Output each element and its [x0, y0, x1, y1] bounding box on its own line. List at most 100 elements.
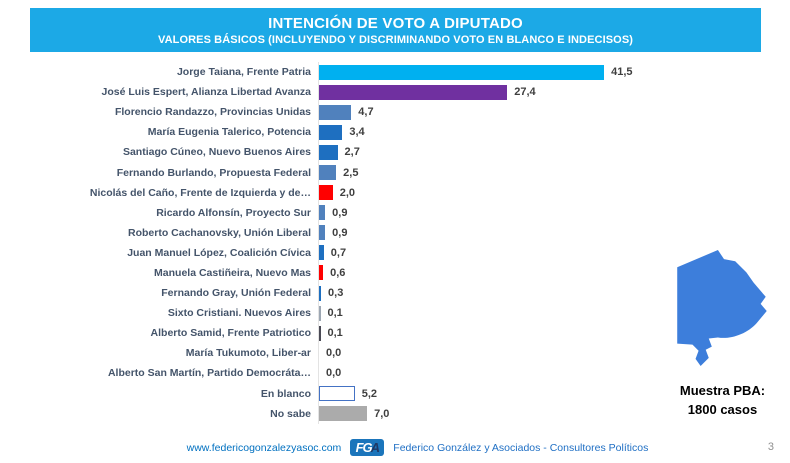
bar-track: 0,1: [318, 303, 343, 324]
bar-category-label: Fernando Gray, Unión Federal: [161, 287, 311, 300]
bar-category-label: Juan Manuel López, Coalición Cívica: [127, 246, 311, 259]
bar-category-label: Roberto Cachanovsky, Unión Liberal: [127, 226, 311, 239]
bar-category-label: En blanco: [260, 387, 311, 400]
bar-track: 0,9: [318, 222, 347, 243]
bar: [319, 245, 324, 261]
chart-row: No sabe 7,0: [0, 403, 660, 424]
chart-title-banner: INTENCIÓN DE VOTO A DIPUTADO VALORES BÁS…: [30, 8, 761, 52]
bar: [319, 124, 343, 140]
bar-value-label: 0,3: [328, 287, 344, 300]
page-title: INTENCIÓN DE VOTO A DIPUTADO: [268, 14, 523, 32]
page-subtitle: VALORES BÁSICOS (INCLUYENDO Y DISCRIMINA…: [157, 33, 634, 46]
fga-logo: FG A: [350, 439, 385, 456]
bar-category-label: Florencio Randazzo, Provincias Unidas: [114, 106, 311, 119]
footer-url-link[interactable]: www.federicogonzalezyasoc.com: [186, 441, 342, 454]
chart-row: María Eugenia Talerico, Potencia 3,4: [0, 122, 660, 143]
bar-value-label: 41,5: [611, 66, 633, 79]
bar-track: 4,7: [318, 102, 374, 123]
bar-value-label: 7,0: [374, 407, 390, 420]
buenos-aires-map-shape: [676, 250, 767, 366]
chart-row: Florencio Randazzo, Provincias Unidas 4,7: [0, 102, 660, 123]
buenos-aires-map: [676, 250, 767, 366]
chart-row: Fernando Gray, Unión Federal 0,3: [0, 283, 660, 304]
chart-row: En blanco 5,2: [0, 383, 660, 404]
bar-value-label: 3,4: [349, 126, 365, 139]
bar-category-label: Alberto Samid, Frente Patriotico: [150, 327, 311, 340]
bar: [319, 205, 326, 221]
bar-value-label: 0,0: [326, 367, 342, 380]
chart-row: Juan Manuel López, Coalición Cívica 0,7: [0, 242, 660, 263]
bar-track: 0,0: [318, 363, 342, 384]
bar-track: 0,7: [318, 242, 347, 263]
bar-track: 41,5: [318, 62, 633, 83]
chart-row: Manuela Castiñeira, Nuevo Mas 0,6: [0, 262, 660, 284]
fga-logo-a: A: [370, 440, 380, 455]
bar: [319, 325, 321, 341]
chart-row: Nicolás del Caño, Frente de Izquierda y …: [0, 182, 660, 203]
bar-value-label: 2,7: [344, 146, 360, 159]
bar: [319, 406, 368, 422]
bar-track: 0,0: [318, 343, 342, 364]
bar: [319, 185, 333, 201]
bar-chart: Jorge Taiana, Frente Patria 41,5 José Luis…: [0, 62, 660, 424]
chart-row: Santiago Cúneo, Nuevo Buenos Aires 2,7: [0, 142, 660, 163]
bar-value-label: 5,2: [361, 387, 378, 400]
footer: www.federicogonzalezyasoc.com FG A Federi…: [0, 439, 790, 456]
bar-category-label: Jorge Taiana, Frente Patria: [176, 66, 311, 79]
bar-value-label: 0,1: [327, 327, 343, 340]
bar-category-label: María Eugenia Talerico, Potencia: [147, 126, 311, 139]
bar-category-label: Ricardo Alfonsín, Proyecto Sur: [156, 206, 311, 219]
bar-category-label: Fernando Burlando, Propuesta Federal: [116, 166, 311, 179]
bar: [319, 84, 508, 100]
bar-category-label: No sabe: [270, 407, 311, 420]
bar-track: 0,6: [318, 262, 346, 284]
bar-value-label: 0,6: [330, 266, 346, 279]
bar-value-label: 0,7: [330, 246, 347, 259]
bar-track: 3,4: [318, 122, 365, 143]
chart-row: Alberto Samid, Frente Patriotico 0,1: [0, 323, 660, 344]
sample-note: Muestra PBA: 1800 casos: [655, 382, 790, 420]
bar: [319, 165, 337, 181]
bar: [319, 225, 326, 241]
bar-category-label: Nicolás del Caño, Frente de Izquierda y …: [89, 186, 311, 199]
sample-label: Muestra PBA:: [679, 383, 766, 398]
chart-row: María Tukumoto, Liber-ar 0,0: [0, 343, 660, 364]
bar: [319, 64, 605, 80]
bar-track: 27,4: [318, 82, 536, 103]
chart-row: Roberto Cachanovsky, Unión Liberal 0,9: [0, 222, 660, 243]
chart-row: Jorge Taiana, Frente Patria 41,5: [0, 62, 660, 83]
bar-value-label: 0,9: [332, 206, 348, 219]
bar-value-label: 4,7: [358, 106, 374, 119]
bar: [319, 386, 355, 402]
bar-value-label: 2,5: [343, 166, 359, 179]
page-number: 3: [767, 441, 774, 453]
bar-value-label: 0,0: [326, 347, 342, 360]
map-area: Muestra PBA: 1800 casos: [655, 250, 790, 420]
chart-row: Sixto Cristiani. Nuevos Aires 0,1: [0, 303, 660, 324]
chart-row: Ricardo Alfonsín, Proyecto Sur 0,9: [0, 202, 660, 223]
bar-track: 2,0: [318, 182, 355, 203]
bar-category-label: María Tukumoto, Liber-ar: [185, 347, 311, 360]
bar-category-label: Santiago Cúneo, Nuevo Buenos Aires: [122, 146, 311, 159]
bar-track: 2,5: [318, 162, 359, 183]
sample-size: 1800 casos: [687, 401, 758, 417]
bar-category-label: José Luis Espert, Alianza Libertad Avanz…: [101, 86, 311, 99]
bar-track: 0,3: [318, 283, 344, 304]
bar: [319, 144, 338, 160]
bar-track: 7,0: [318, 403, 390, 424]
footer-company-name: Federico González y Asociados - Consulto…: [393, 441, 649, 454]
chart-row: José Luis Espert, Alianza Libertad Avanz…: [0, 82, 660, 103]
bar: [319, 265, 324, 281]
bar-value-label: 0,1: [327, 307, 343, 320]
bar: [319, 104, 352, 120]
bar-track: 0,1: [318, 323, 343, 344]
bar-track: 2,7: [318, 142, 360, 163]
fga-logo-fg: FG: [355, 440, 373, 455]
chart-row: Fernando Burlando, Propuesta Federal 2,5: [0, 162, 660, 183]
bar-category-label: Alberto San Martín, Partido Democráta…: [107, 367, 311, 380]
bar: [319, 285, 322, 301]
bar-track: 5,2: [318, 383, 378, 404]
bar-category-label: Manuela Castiñeira, Nuevo Mas: [154, 266, 311, 279]
bar-category-label: Sixto Cristiani. Nuevos Aires: [167, 307, 311, 320]
